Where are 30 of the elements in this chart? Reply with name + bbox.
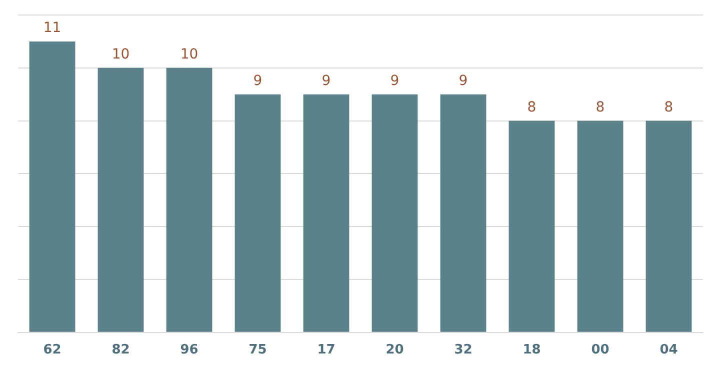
- data-label: 10: [112, 46, 130, 63]
- data-label: 8: [596, 99, 605, 116]
- bar: [372, 94, 418, 332]
- bar: [98, 68, 144, 332]
- x-tick-label: 20: [386, 342, 404, 358]
- bar: [646, 120, 692, 332]
- data-label: 10: [180, 46, 198, 63]
- bar: [234, 94, 281, 332]
- x-tick-label: 17: [317, 342, 336, 358]
- bar: [29, 41, 76, 332]
- bar: [508, 120, 555, 332]
- x-tick-label: 32: [454, 342, 472, 358]
- bar: [577, 120, 624, 332]
- x-tick-label: 62: [43, 342, 62, 358]
- x-tick-label: 96: [180, 342, 198, 358]
- x-tick-label: 18: [522, 342, 541, 358]
- data-label: 11: [43, 20, 62, 36]
- data-label: 9: [322, 72, 331, 89]
- bar: [303, 94, 350, 332]
- bar: [440, 94, 486, 332]
- x-tick-label: 82: [112, 342, 130, 358]
- data-label: 8: [664, 99, 674, 116]
- x-tick-label: 75: [248, 342, 267, 358]
- data-label: 9: [390, 72, 400, 89]
- data-label: 8: [527, 99, 536, 116]
- data-label: 9: [458, 72, 468, 89]
- data-label: 9: [253, 72, 262, 89]
- x-tick-label: 04: [660, 342, 678, 358]
- bar: [166, 68, 212, 332]
- x-tick-label: 00: [591, 342, 610, 358]
